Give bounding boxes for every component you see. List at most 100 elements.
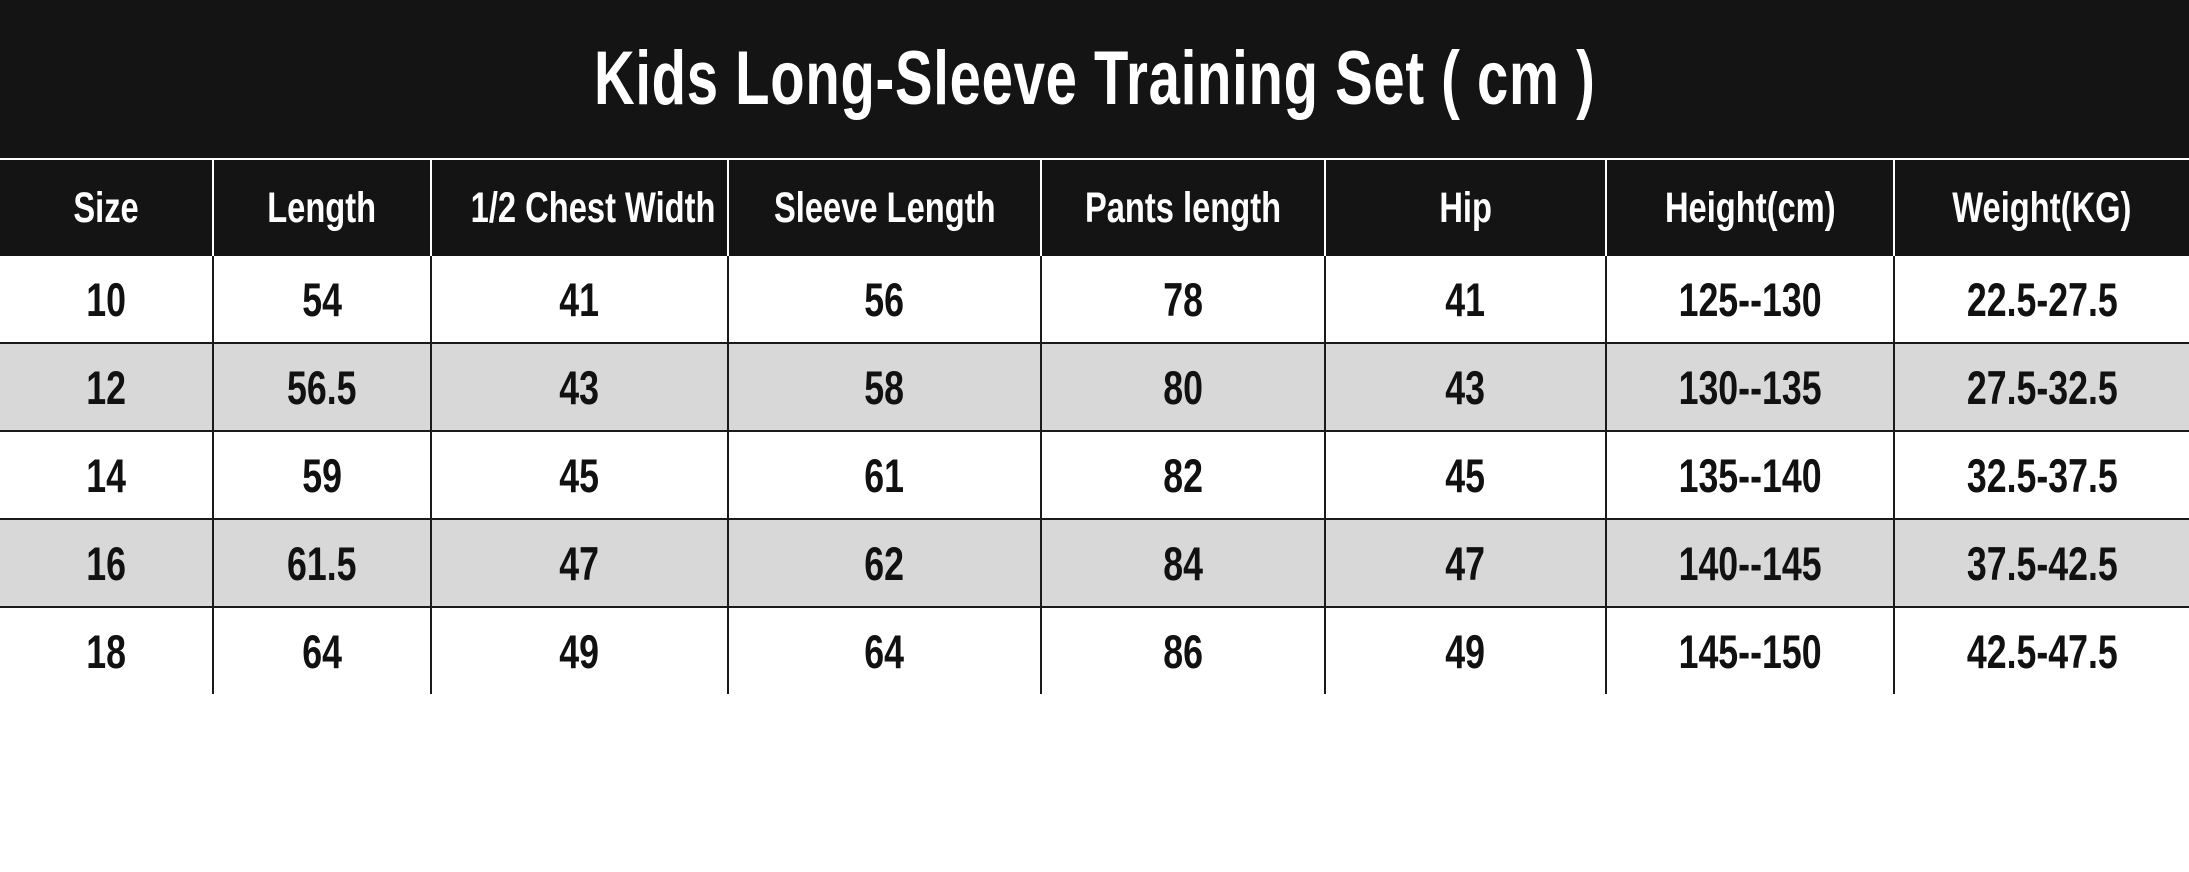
table-cell: 42.5-47.5 [1893, 607, 2189, 694]
table-cell: 59 [212, 431, 432, 520]
table-cell: 61.5 [212, 519, 432, 608]
table-cell: 10 [0, 256, 214, 344]
cell-value: 42.5-47.5 [1966, 624, 2118, 678]
cell-value: 140--145 [1678, 536, 1822, 590]
table-cell: 12 [0, 343, 214, 432]
cell-value: 49 [1445, 624, 1486, 678]
column-header-height: Height(cm) [1605, 158, 1894, 256]
table-cell: 27.5-32.5 [1893, 343, 2189, 432]
cell-value: 61.5 [287, 536, 357, 590]
table-cell: 18 [0, 607, 214, 694]
table-cell: 58 [727, 343, 1042, 432]
cell-value: 14 [86, 448, 126, 502]
cell-value: 45 [1445, 448, 1486, 502]
table-cell: 49 [430, 607, 729, 694]
cell-value: 41 [559, 272, 600, 326]
table-cell: 41 [430, 256, 729, 344]
cell-value: 135--140 [1678, 448, 1822, 502]
table-cell: 61 [727, 431, 1042, 520]
column-header-label: Size [73, 183, 139, 232]
cell-value: 64 [864, 624, 905, 678]
column-header-label: Sleeve Length [773, 183, 996, 232]
chart-title: Kids Long-Sleeve Training Set ( cm ) [593, 36, 1596, 121]
column-header-label: Height(cm) [1664, 183, 1836, 232]
table-cell: 32.5-37.5 [1893, 431, 2189, 520]
table-cell: 14 [0, 431, 214, 520]
cell-value: 47 [1445, 536, 1486, 590]
table-cell: 130--135 [1605, 343, 1895, 432]
cell-value: 64 [302, 624, 342, 678]
cell-value: 37.5-42.5 [1966, 536, 2118, 590]
table-cell: 16 [0, 519, 214, 608]
cell-value: 56 [864, 272, 905, 326]
cell-value: 27.5-32.5 [1966, 360, 2118, 414]
column-header-label: Weight(KG) [1952, 183, 2132, 232]
column-header-label: 1/2 Chest Width [470, 183, 716, 232]
table-cell: 41 [1324, 256, 1607, 344]
table-cell: 78 [1040, 256, 1326, 344]
cell-value: 45 [559, 448, 600, 502]
column-header-sleeve-length: Sleeve Length [727, 158, 1041, 256]
table-cell: 125--130 [1605, 256, 1895, 344]
table-cell: 62 [727, 519, 1042, 608]
table-row: 12 56.5 43 58 80 43 130--135 27.5-32.5 [0, 343, 2189, 432]
column-header-label: Pants length [1084, 183, 1282, 232]
column-header-pants-length: Pants length [1040, 158, 1325, 256]
table-cell: 22.5-27.5 [1893, 256, 2189, 344]
cell-value: 59 [302, 448, 342, 502]
cell-value: 43 [1445, 360, 1486, 414]
table-row: 10 54 41 56 78 41 125--130 22.5-27.5 [0, 256, 2189, 344]
table-cell: 86 [1040, 607, 1326, 694]
cell-value: 22.5-27.5 [1966, 272, 2118, 326]
table-cell: 37.5-42.5 [1893, 519, 2189, 608]
cell-value: 130--135 [1678, 360, 1822, 414]
cell-value: 47 [559, 536, 600, 590]
cell-value: 84 [1163, 536, 1203, 590]
table-body: 10 54 41 56 78 41 125--130 22.5-27.5 12 … [0, 256, 2189, 694]
table-cell: 64 [212, 607, 432, 694]
cell-value: 61 [864, 448, 905, 502]
cell-value: 41 [1445, 272, 1486, 326]
cell-value: 56.5 [287, 360, 357, 414]
table-cell: 56.5 [212, 343, 432, 432]
chart-title-banner: Kids Long-Sleeve Training Set ( cm ) [0, 0, 2189, 158]
cell-value: 49 [559, 624, 600, 678]
cell-value: 54 [302, 272, 342, 326]
table-cell: 80 [1040, 343, 1326, 432]
table-cell: 45 [430, 431, 729, 520]
table-cell: 135--140 [1605, 431, 1895, 520]
cell-value: 18 [86, 624, 126, 678]
cell-value: 32.5-37.5 [1966, 448, 2118, 502]
table-cell: 56 [727, 256, 1042, 344]
cell-value: 78 [1163, 272, 1203, 326]
cell-value: 62 [864, 536, 905, 590]
cell-value: 125--130 [1678, 272, 1822, 326]
table-cell: 140--145 [1605, 519, 1895, 608]
table-cell: 45 [1324, 431, 1607, 520]
column-header-label: Hip [1439, 183, 1492, 232]
column-header-size: Size [0, 158, 213, 256]
table-cell: 145--150 [1605, 607, 1895, 694]
column-header-label: Length [267, 183, 377, 232]
table-row: 16 61.5 47 62 84 47 140--145 37.5-42.5 [0, 519, 2189, 608]
table-row: 14 59 45 61 82 45 135--140 32.5-37.5 [0, 431, 2189, 520]
table-cell: 64 [727, 607, 1042, 694]
cell-value: 16 [86, 536, 126, 590]
column-header-half-chest-width: 1/2 Chest Width [430, 158, 728, 256]
table-cell: 47 [1324, 519, 1607, 608]
table-cell: 82 [1040, 431, 1326, 520]
table-cell: 43 [430, 343, 729, 432]
column-header-weight: Weight(KG) [1893, 158, 2189, 256]
cell-value: 86 [1163, 624, 1203, 678]
cell-value: 145--150 [1678, 624, 1822, 678]
cell-value: 58 [864, 360, 905, 414]
size-table: Size Length 1/2 Chest Width Sleeve Lengt… [0, 158, 2189, 694]
cell-value: 82 [1163, 448, 1203, 502]
cell-value: 43 [559, 360, 600, 414]
table-cell: 54 [212, 256, 432, 344]
table-cell: 49 [1324, 607, 1607, 694]
cell-value: 10 [86, 272, 126, 326]
table-cell: 47 [430, 519, 729, 608]
cell-value: 12 [86, 360, 126, 414]
